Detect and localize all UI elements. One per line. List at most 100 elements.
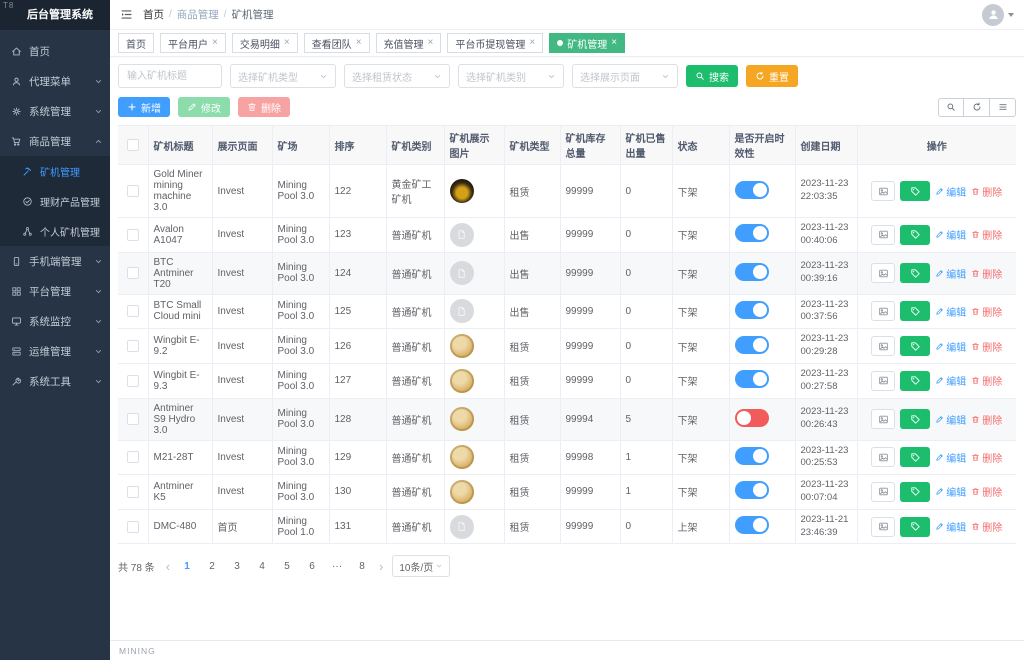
sidebar-item-financial-product-mgmt[interactable]: 理财产品管理 <box>0 186 110 216</box>
page-button-3[interactable]: 3 <box>234 560 240 572</box>
page-button-6[interactable]: 6 <box>309 560 315 572</box>
edit-link[interactable]: 编辑 <box>935 373 966 388</box>
delete-link[interactable]: 删除 <box>971 227 1002 242</box>
price-config-button[interactable] <box>900 481 931 502</box>
close-icon[interactable]: × <box>212 37 218 48</box>
delete-button[interactable]: 删除 <box>238 97 290 117</box>
row-checkbox[interactable] <box>126 520 139 533</box>
search-button[interactable]: 搜索 <box>686 65 738 87</box>
delete-link[interactable]: 删除 <box>971 339 1002 354</box>
edit-link[interactable]: 编辑 <box>935 412 966 427</box>
avatar[interactable] <box>982 3 1004 26</box>
sidebar-item-system-tools[interactable]: 系统工具 <box>0 366 110 396</box>
price-config-button[interactable] <box>900 409 931 429</box>
breadcrumb-home[interactable]: 首页 <box>143 9 164 21</box>
timeliness-toggle[interactable] <box>734 224 769 243</box>
tab-transaction-detail[interactable]: 交易明细 × <box>231 33 298 53</box>
image-preview-button[interactable] <box>871 481 896 502</box>
lease-status-select[interactable]: 选择租赁状态 <box>344 64 450 88</box>
price-config-button[interactable] <box>900 224 931 245</box>
close-icon[interactable]: × <box>529 37 536 48</box>
timeliness-toggle[interactable] <box>734 481 769 500</box>
timeliness-toggle[interactable] <box>734 300 769 319</box>
image-preview-button[interactable] <box>871 447 896 468</box>
timeliness-toggle[interactable] <box>734 335 769 354</box>
reset-button[interactable]: 重置 <box>746 65 798 87</box>
image-preview-button[interactable] <box>871 263 896 284</box>
row-checkbox[interactable] <box>126 374 139 387</box>
timeliness-toggle[interactable] <box>734 370 769 389</box>
select-all-checkbox[interactable] <box>126 139 139 151</box>
close-icon[interactable]: × <box>427 37 434 48</box>
sidebar-item-personal-miner-mgmt[interactable]: 个人矿机管理 <box>0 216 110 246</box>
price-config-button[interactable] <box>900 447 931 468</box>
image-preview-button[interactable] <box>871 224 896 245</box>
row-checkbox[interactable] <box>126 413 139 425</box>
tab-miner-mgmt[interactable]: 矿机管理 × <box>549 33 626 53</box>
image-preview-button[interactable] <box>871 516 896 537</box>
user-menu[interactable] <box>982 3 1014 26</box>
page-size-select[interactable]: 10条/页 <box>392 555 451 578</box>
timeliness-toggle[interactable] <box>734 180 769 199</box>
image-preview-button[interactable] <box>871 301 896 322</box>
row-checkbox[interactable] <box>126 305 139 318</box>
edit-link[interactable]: 编辑 <box>935 304 966 319</box>
page-button-1[interactable]: 1 <box>184 560 190 572</box>
sidebar-item-mobile-mgmt[interactable]: 手机端管理 <box>0 246 110 276</box>
close-icon[interactable]: × <box>611 37 618 48</box>
sidebar-item-agent-menu[interactable]: 代理菜单 <box>0 66 110 96</box>
edit-link[interactable]: 编辑 <box>935 339 966 354</box>
edit-link[interactable]: 编辑 <box>935 266 966 281</box>
delete-link[interactable]: 删除 <box>971 373 1002 388</box>
image-preview-button[interactable] <box>871 181 896 201</box>
row-checkbox[interactable] <box>126 340 139 353</box>
columns-button[interactable] <box>990 97 1016 117</box>
prev-page-button[interactable]: ‹ <box>165 558 171 574</box>
page-button-5[interactable]: 5 <box>284 560 290 572</box>
delete-link[interactable]: 删除 <box>971 484 1002 499</box>
refresh-button[interactable] <box>964 97 990 117</box>
sidebar-item-product-mgmt[interactable]: 商品管理 <box>0 126 110 156</box>
price-config-button[interactable] <box>900 301 931 322</box>
machine-category-select[interactable]: 选择矿机类别 <box>458 64 564 88</box>
page-button-4[interactable]: 4 <box>259 560 265 572</box>
image-preview-button[interactable] <box>871 336 896 357</box>
sidebar-item-ops-mgmt[interactable]: 运维管理 <box>0 336 110 366</box>
edit-link[interactable]: 编辑 <box>935 450 966 465</box>
page-button-2[interactable]: 2 <box>209 560 215 572</box>
delete-link[interactable]: 删除 <box>971 412 1002 427</box>
timeliness-toggle[interactable] <box>734 516 769 535</box>
modify-button[interactable]: 修改 <box>178 97 230 117</box>
edit-link[interactable]: 编辑 <box>935 184 966 199</box>
delete-link[interactable]: 删除 <box>971 450 1002 465</box>
add-button[interactable]: 新增 <box>118 97 170 117</box>
delete-link[interactable]: 删除 <box>971 304 1002 319</box>
image-preview-button[interactable] <box>871 409 896 429</box>
next-page-button[interactable]: › <box>379 558 384 574</box>
machine-type-select[interactable]: 选择矿机类型 <box>230 64 336 88</box>
row-checkbox[interactable] <box>126 228 139 241</box>
tab-withdraw-mgmt[interactable]: 平台币提现管理 × <box>447 33 544 53</box>
image-preview-button[interactable] <box>871 370 896 391</box>
sidebar-item-system-mgmt[interactable]: 系统管理 <box>0 96 110 126</box>
sidebar-item-home[interactable]: 首页 <box>0 36 110 66</box>
tab-recharge-mgmt[interactable]: 充值管理 × <box>375 33 442 53</box>
timeliness-toggle[interactable] <box>734 262 769 281</box>
row-checkbox[interactable] <box>126 485 139 498</box>
sidebar-item-system-monitor[interactable]: 系统监控 <box>0 306 110 336</box>
edit-link[interactable]: 编辑 <box>935 484 966 499</box>
breadcrumb-product-mgmt[interactable]: 商品管理 <box>176 9 219 21</box>
timeliness-toggle[interactable] <box>734 446 769 465</box>
page-ellipsis[interactable]: ··· <box>332 560 343 572</box>
price-config-button[interactable] <box>900 336 931 357</box>
tab-home[interactable]: 首页 <box>118 33 154 53</box>
delete-link[interactable]: 删除 <box>971 519 1002 534</box>
price-config-button[interactable] <box>900 263 931 284</box>
close-icon[interactable]: × <box>355 37 362 48</box>
price-config-button[interactable] <box>900 370 931 391</box>
row-checkbox[interactable] <box>126 185 139 197</box>
tab-platform-users[interactable]: 平台用户 × <box>160 33 226 53</box>
sidebar-item-miner-mgmt[interactable]: 矿机管理 <box>0 156 110 186</box>
toggle-search-button[interactable] <box>938 97 964 117</box>
title-search-input[interactable] <box>118 64 222 88</box>
